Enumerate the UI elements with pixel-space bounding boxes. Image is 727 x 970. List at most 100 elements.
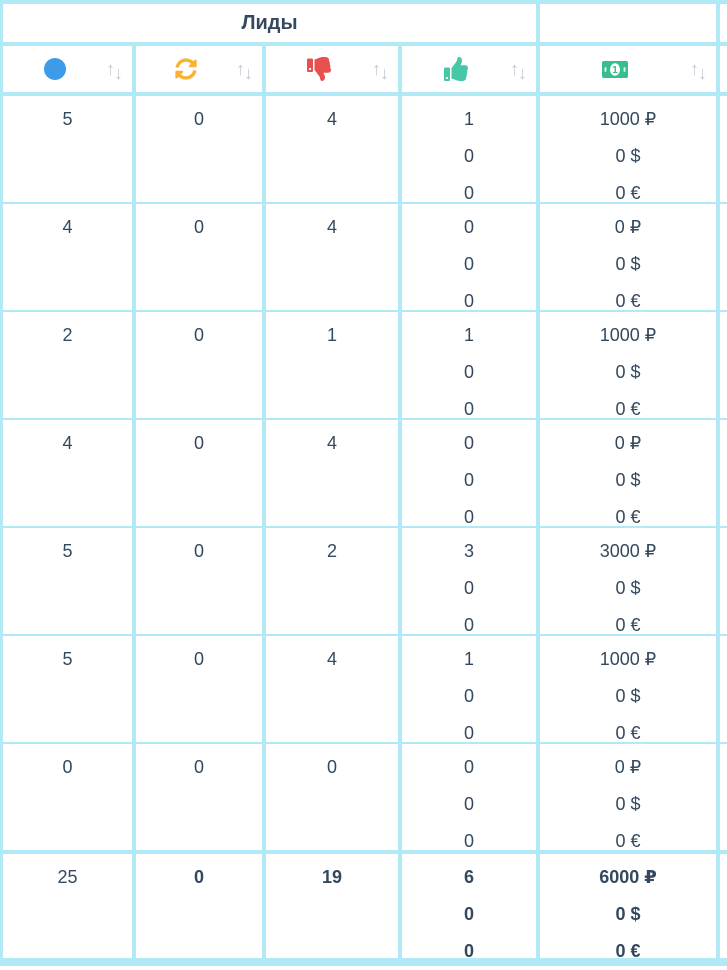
- arrow-up-icon: ↑: [690, 59, 699, 79]
- approved-line: 0: [463, 757, 474, 777]
- amount-line: 0 €: [615, 615, 641, 635]
- approved-line: 0: [463, 183, 474, 203]
- thumbs-up-icon: [444, 57, 468, 81]
- approved-line: 0: [463, 399, 474, 419]
- cell-leads-count: 5: [3, 96, 132, 202]
- money-bill-icon: 1: [602, 60, 628, 78]
- cell-amounts: 0 ₽ 0 $ 0 €: [540, 744, 716, 851]
- cell-leads-count: 4: [3, 420, 132, 526]
- cell-rejected-count: 2: [266, 528, 398, 634]
- approved-line: 1: [463, 109, 474, 129]
- cell-rejected-count: 0: [266, 744, 398, 850]
- amount-line: 0 $: [615, 686, 641, 706]
- partial-next-column-cell: [720, 528, 727, 634]
- total-approved-counts: 6 0 0: [402, 854, 536, 961]
- amount-line: 0 ₽: [614, 757, 642, 777]
- column-header-approved[interactable]: ↑ ↓: [402, 46, 536, 92]
- arrow-up-icon: ↑: [106, 59, 115, 79]
- cell-rejected-count: 1: [266, 312, 398, 418]
- partial-next-column-cell: [720, 312, 727, 418]
- arrow-down-icon: ↓: [114, 63, 123, 83]
- cell-amounts: 0 ₽ 0 $ 0 €: [540, 204, 716, 311]
- approved-line: 0: [463, 831, 474, 851]
- cell-rejected-count: 4: [266, 420, 398, 526]
- table-row: 4 0 4 0 0 0 0 ₽ 0 $ 0 €: [3, 204, 727, 311]
- amount-line: 0 €: [615, 831, 641, 851]
- sort-icon[interactable]: ↑ ↓: [372, 60, 389, 82]
- approved-line: 0: [463, 217, 474, 237]
- cell-approved-counts: 0 0 0: [402, 204, 536, 311]
- cell-rejected-count: 4: [266, 96, 398, 202]
- approved-line: 0: [463, 291, 474, 311]
- sort-icon[interactable]: ↑ ↓: [106, 59, 123, 82]
- approved-line: 0: [463, 686, 474, 706]
- table-row: 4 0 4 0 0 0 0 ₽ 0 $ 0 €: [3, 420, 727, 527]
- amount-line: 0 $: [615, 362, 641, 382]
- amount-line: 6000 ₽: [599, 867, 657, 887]
- cell-leads-count: 5: [3, 528, 132, 634]
- approved-line: 0: [463, 578, 474, 598]
- sort-icon[interactable]: ↑ ↓: [236, 59, 253, 82]
- table-row: 0 0 0 0 0 0 0 ₽ 0 $ 0 €: [3, 744, 727, 851]
- cell-approved-counts: 1 0 0: [402, 96, 536, 203]
- sort-icon[interactable]: ↑ ↓: [690, 59, 707, 82]
- table-row: 5 0 4 1 0 0 1000 ₽ 0 $ 0 €: [3, 96, 727, 203]
- approved-line: 0: [463, 254, 474, 274]
- table-totals-row: 25 0 19 6 0 0 6000 ₽ 0 $ 0 €: [3, 854, 727, 961]
- cell-rejected-count: 4: [266, 636, 398, 742]
- partial-next-column-cell: [720, 204, 727, 310]
- cell-processing-count: 0: [136, 312, 262, 418]
- cell-amounts: 1000 ₽ 0 $ 0 €: [540, 636, 716, 743]
- arrow-up-icon: ↑: [510, 59, 519, 79]
- approved-line: 0: [463, 723, 474, 743]
- arrow-down-icon: ↓: [380, 63, 389, 83]
- circle-icon: [43, 58, 66, 80]
- table-row: 5 0 2 3 0 0 3000 ₽ 0 $ 0 €: [3, 528, 727, 635]
- total-processing-count: 0: [136, 854, 262, 958]
- column-header-processing[interactable]: ↑ ↓: [136, 46, 262, 92]
- amount-line: 0 €: [615, 723, 641, 743]
- money-header-spacer: [540, 4, 716, 42]
- cell-rejected-count: 4: [266, 204, 398, 310]
- cell-leads-count: 2: [3, 312, 132, 418]
- amount-line: 1000 ₽: [599, 325, 657, 345]
- refresh-icon: [175, 58, 197, 80]
- cell-leads-count: 5: [3, 636, 132, 742]
- approved-line: 0: [463, 615, 474, 635]
- sort-icon[interactable]: ↑ ↓: [510, 59, 527, 82]
- approved-line: 3: [463, 541, 474, 561]
- column-header-money[interactable]: 1 ↑ ↓: [540, 46, 716, 92]
- svg-text:1: 1: [612, 65, 618, 76]
- column-header-leads[interactable]: ↑ ↓: [3, 46, 132, 92]
- table-row: 5 0 4 1 0 0 1000 ₽ 0 $ 0 €: [3, 636, 727, 743]
- arrow-up-icon: ↑: [236, 59, 245, 79]
- amount-line: 0 ₽: [614, 217, 642, 237]
- partial-next-column-cell: [720, 744, 727, 850]
- approved-line: 0: [463, 470, 474, 490]
- approved-line: 6: [463, 867, 474, 887]
- approved-line: 0: [463, 146, 474, 166]
- approved-line: 0: [463, 904, 474, 924]
- amount-line: 0 $: [615, 578, 641, 598]
- amount-line: 1000 ₽: [599, 649, 657, 669]
- cell-approved-counts: 1 0 0: [402, 636, 536, 743]
- approved-line: 1: [463, 325, 474, 345]
- partial-next-column-cell: [720, 4, 727, 42]
- amount-line: 0 ₽: [614, 433, 642, 453]
- column-header-rejected[interactable]: ↑ ↓: [266, 46, 398, 92]
- total-rejected-count: 19: [266, 854, 398, 958]
- amount-line: 0 €: [615, 941, 641, 961]
- cell-approved-counts: 0 0 0: [402, 420, 536, 527]
- amount-line: 0 $: [615, 254, 641, 274]
- cell-approved-counts: 0 0 0: [402, 744, 536, 851]
- approved-line: 0: [463, 362, 474, 382]
- amount-line: 0 $: [615, 904, 641, 924]
- cell-processing-count: 0: [136, 96, 262, 202]
- cell-processing-count: 0: [136, 744, 262, 850]
- table-header-row: ↑ ↓ ↑ ↓ ↑ ↓ ↑ ↓ 1: [3, 46, 727, 92]
- partial-next-column-cell: [720, 420, 727, 526]
- cell-approved-counts: 3 0 0: [402, 528, 536, 635]
- partial-next-column-cell: [720, 96, 727, 202]
- cell-amounts: 3000 ₽ 0 $ 0 €: [540, 528, 716, 635]
